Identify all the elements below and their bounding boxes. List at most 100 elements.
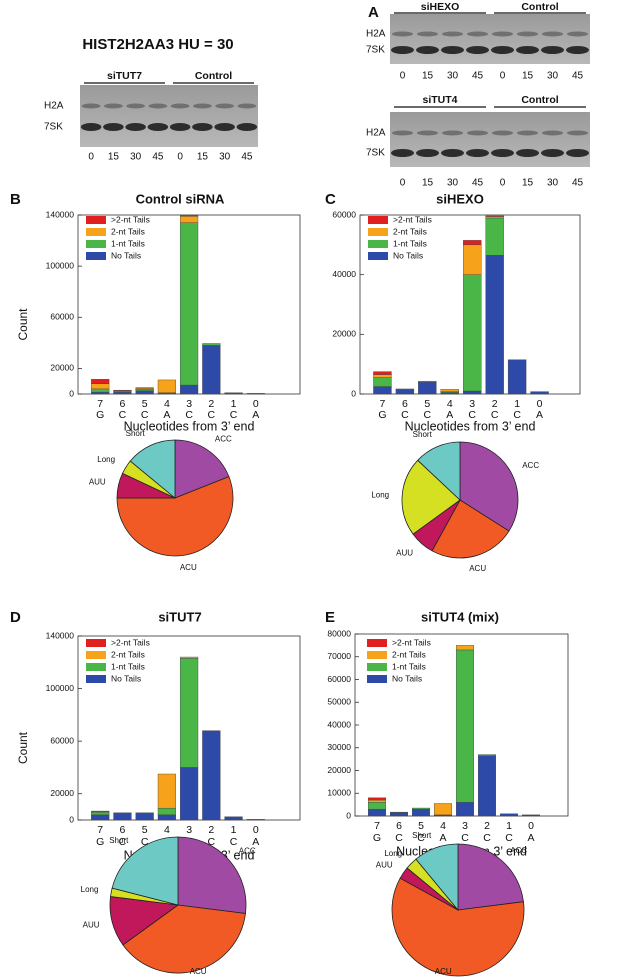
bar-segment <box>500 813 519 817</box>
x-base-label: C <box>208 409 216 421</box>
x-base-label: C <box>417 832 425 844</box>
bar-segment <box>368 797 387 801</box>
bar-segment <box>180 222 199 386</box>
gel-band <box>391 149 414 157</box>
gel-band <box>80 123 102 131</box>
gel-band <box>416 46 439 54</box>
gel-band <box>517 31 538 37</box>
bar-segment <box>456 645 475 651</box>
gel-band <box>566 46 589 54</box>
lane-label: 0 <box>88 152 94 163</box>
pie-slice <box>431 499 510 559</box>
pie-label: ACC <box>239 847 256 856</box>
x-tick-label: 4 <box>447 398 453 410</box>
bar-segment <box>478 754 497 756</box>
x-base-label: C <box>208 836 216 848</box>
gel-band <box>541 46 564 54</box>
bar-segment <box>485 216 504 219</box>
y-tick-label: 20000 <box>327 765 351 775</box>
group-label: siHEXO <box>421 1 460 13</box>
lane-label: 45 <box>472 178 484 189</box>
legend-swatch <box>86 228 106 236</box>
lane-label: 0 <box>400 71 406 82</box>
gel-band <box>491 46 514 54</box>
bar-segment <box>412 807 431 810</box>
bar-segment <box>412 808 431 817</box>
gel-image <box>390 14 590 64</box>
lane-label: 45 <box>152 152 164 163</box>
lane-label: 30 <box>447 71 459 82</box>
legend-swatch <box>367 663 387 671</box>
gel-band <box>169 123 191 131</box>
x-base-label: C <box>505 832 513 844</box>
lane-label: 15 <box>422 71 434 82</box>
y-tick-label: 20000 <box>50 788 74 798</box>
x-tick-label: 3 <box>186 824 192 836</box>
y-tick-label: 50000 <box>327 697 351 707</box>
gel-band <box>516 149 539 157</box>
y-tick-label: 100000 <box>46 683 75 693</box>
bar-segment <box>157 814 176 821</box>
pie-slice <box>116 476 234 557</box>
bar-segment <box>463 240 482 246</box>
row-label: H2A <box>366 128 386 139</box>
legend-label: >2-nt Tails <box>393 214 432 224</box>
lane-label: 0 <box>400 178 406 189</box>
pie-slice <box>415 843 459 912</box>
x-tick-label: 2 <box>484 820 490 832</box>
bar-segment <box>507 359 527 395</box>
x-base-label: C <box>185 409 193 421</box>
gel-band <box>517 130 538 136</box>
legend-label: No Tails <box>392 673 422 683</box>
x-base-label: C <box>513 409 521 421</box>
x-tick-label: 0 <box>537 398 543 410</box>
bar-segment <box>91 391 110 395</box>
lane-label: 30 <box>547 71 559 82</box>
panel-letter: C <box>325 191 336 208</box>
gel-band <box>567 130 588 136</box>
x-base-label: A <box>252 409 259 421</box>
gel-band <box>214 123 235 131</box>
legend-label: 2-nt Tails <box>111 226 145 236</box>
legend-swatch <box>367 639 387 647</box>
chart-title: Control siRNA <box>136 191 225 206</box>
pie-slice <box>177 836 247 914</box>
legend-swatch <box>368 252 388 260</box>
legend-label: >2-nt Tails <box>392 637 431 647</box>
bar-segment <box>246 819 265 821</box>
gel-band <box>491 149 514 157</box>
pie-label: Short <box>412 831 432 840</box>
x-tick-label: 5 <box>142 398 148 410</box>
lane-label: 15 <box>522 71 534 82</box>
bar-segment <box>485 255 504 395</box>
legend-label: 1-nt Tails <box>393 238 427 248</box>
gel-band <box>441 46 464 54</box>
bar-segment <box>135 387 154 389</box>
pie-slice <box>111 836 179 906</box>
legend-label: 1-nt Tails <box>111 661 145 671</box>
bar-segment <box>180 656 199 659</box>
group-label: Control <box>521 1 558 13</box>
y-tick-label: 80000 <box>327 628 351 638</box>
bar-segment <box>202 730 221 821</box>
x-axis-label: Nucleotides from 3’ end <box>124 419 255 433</box>
panel-letter: B <box>10 191 21 208</box>
gel-band <box>441 149 464 157</box>
pie-label: ACC <box>522 461 539 470</box>
x-tick-label: 1 <box>514 398 520 410</box>
x-base-label: C <box>483 832 491 844</box>
bar-segment <box>224 816 243 821</box>
pie-label: ACC <box>215 434 232 443</box>
gel-band <box>466 149 489 157</box>
lane-label: 0 <box>500 178 506 189</box>
gel-band <box>466 46 489 54</box>
gel-band <box>148 103 168 109</box>
bar-segment <box>180 384 199 395</box>
x-tick-label: 6 <box>120 398 126 410</box>
lane-label: 15 <box>522 178 534 189</box>
x-base-label: A <box>527 832 534 844</box>
gel-band <box>541 149 564 157</box>
x-base-label: C <box>424 409 432 421</box>
bar-segment <box>463 390 482 395</box>
